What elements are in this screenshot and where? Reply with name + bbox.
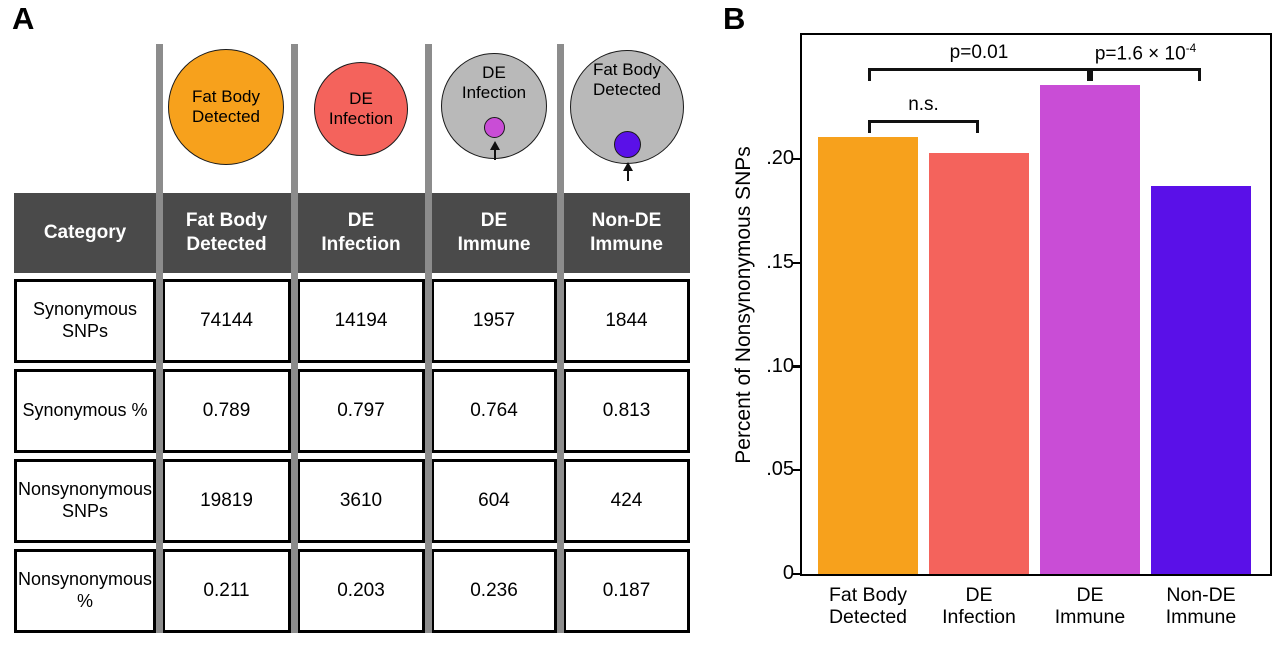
y-tick-mark [792,572,801,575]
y-tick-label: .15 [766,251,794,274]
significance-bracket [1090,67,1201,81]
arrow-stem [493,150,497,160]
table-cell: 0.789 [162,369,291,453]
circle-label: Fat Body Detected [592,60,662,100]
circle-label: DE Infection [328,88,394,128]
table-header-category: Category [14,193,156,273]
panel-b-label: B [723,1,746,36]
row-label-nonsynonymous-pct: Nonsynonymous % [14,549,156,633]
table-header-fat-body-detected: Fat Body Detected [162,193,291,273]
table-cell: 19819 [162,459,291,543]
row-label-synonymous-snps: Synonymous SNPs [14,279,156,363]
category-circle-non-de-immune: Fat Body Detected [570,50,684,181]
snp-table: Category Fat Body Detected DE Infection … [14,193,690,633]
non-de-immune-dot [614,131,641,158]
row-label-synonymous-pct: Synonymous % [14,369,156,453]
category-circle-de-immune: DE Infection [441,53,547,160]
arrow-head [490,141,500,150]
circle-label: Fat Body Detected [191,86,261,126]
table-cell: 0.797 [297,369,425,453]
y-tick-label: .05 [766,458,794,481]
table-cell: 1957 [431,279,557,363]
x-tick-label: Non-DE Immune [1165,584,1237,629]
column-divider [155,44,163,633]
significance-label: p=0.01 [949,41,1009,63]
table-header-de-infection: DE Infection [297,193,425,273]
significance-bracket [868,119,979,133]
significance-bracket [868,67,1090,81]
table-cell: 0.211 [162,549,291,633]
plot-area: 0 .05 .10 .15 .20 Fat Body Detected DE Infecti… [766,33,1272,628]
category-circle-fat-body-detected: Fat Body Detected [168,49,284,165]
table-cell: 424 [563,459,690,543]
y-axis-title: Percent of Nonsynonymous SNPs [732,146,755,464]
significance-label: p=1.6 × 10-4 [1094,41,1197,65]
column-divider [424,44,432,633]
table-cell: 74144 [162,279,291,363]
bar-de-immune [1040,84,1140,574]
table-header-de-immune: DE Immune [431,193,557,273]
y-tick-mark [792,365,801,368]
bar-fat-body-detected [818,136,918,574]
x-tick-label: DE Infection [942,584,1016,629]
category-circle-de-infection: DE Infection [314,62,408,156]
table-cell: 0.813 [563,369,690,453]
up-arrow-icon [490,141,500,160]
table-cell: 1844 [563,279,690,363]
y-tick-mark [792,468,801,472]
table-cell: 0.236 [431,549,557,633]
y-tick-mark [792,157,801,161]
table-cell: 0.764 [431,369,557,453]
arrow-stem [626,171,630,181]
y-tick-label: .20 [766,147,794,170]
y-tick-label: 0 [782,562,794,584]
de-immune-dot [484,117,505,138]
table-cell: 0.187 [563,549,690,633]
table-cell: 3610 [297,459,425,543]
significance-label: n.s. [908,93,939,115]
bar-de-infection [929,153,1029,574]
panel-a-label: A [12,1,35,36]
column-divider [290,44,298,633]
arrow-head [623,162,633,171]
x-tick-label: DE Immune [1054,584,1126,629]
table-cell: 604 [431,459,557,543]
bar-non-de-immune [1151,186,1251,574]
table-cell: 0.203 [297,549,425,633]
y-tick-label: .10 [766,354,794,377]
x-tick-label: Fat Body Detected [828,584,908,629]
table-cell: 14194 [297,279,425,363]
table-header-non-de-immune: Non-DE Immune [563,193,690,273]
circle-label: DE Infection [461,63,527,103]
y-tick-mark [792,261,801,265]
up-arrow-icon [623,162,633,181]
column-divider [556,44,564,633]
row-label-nonsynonymous-snps: Nonsynonymous SNPs [14,459,156,543]
